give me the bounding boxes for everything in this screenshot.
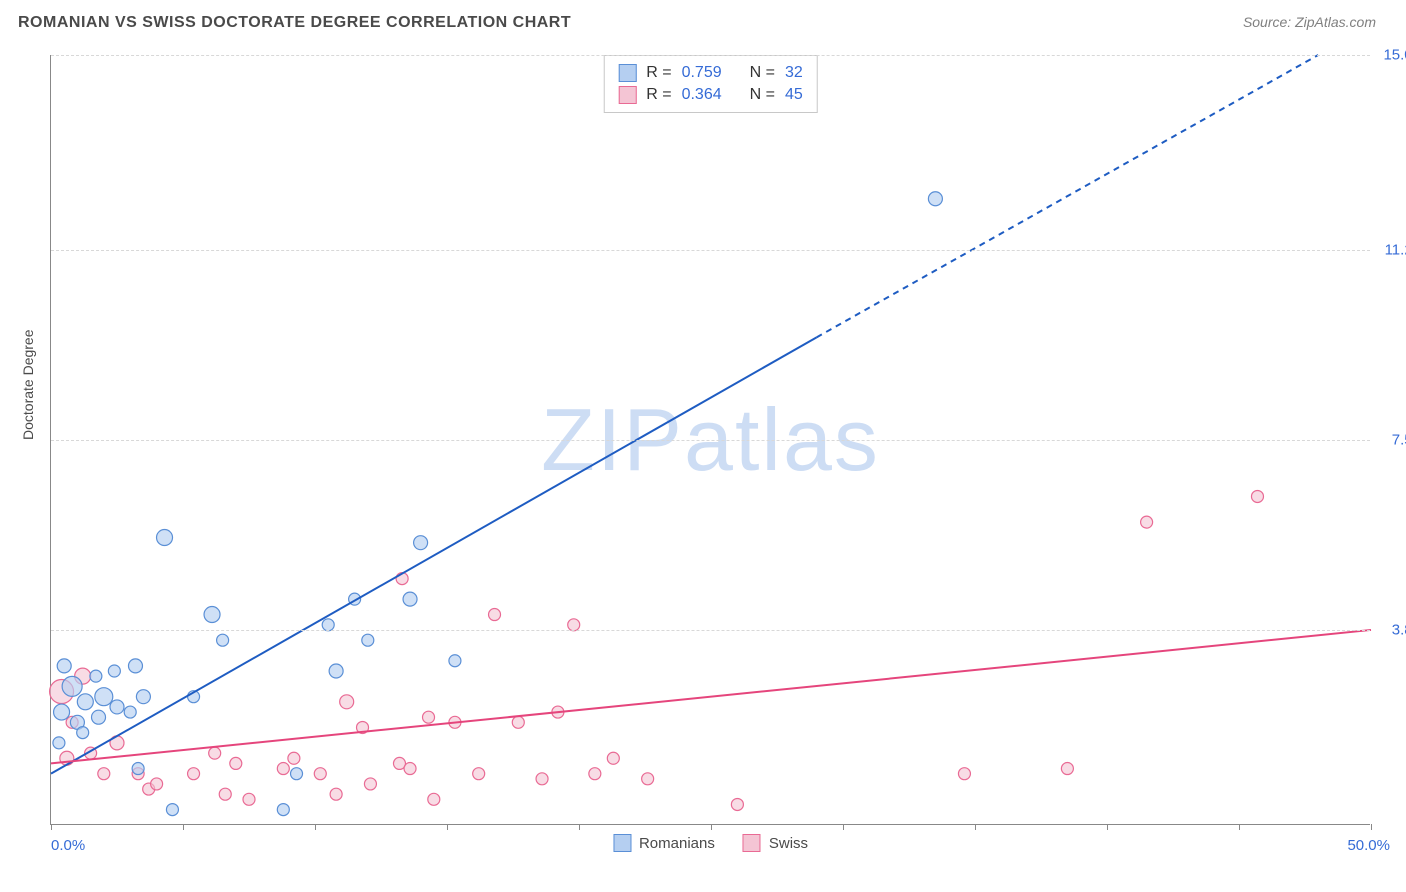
grid-line xyxy=(51,55,1370,56)
stats-n-value-0: 32 xyxy=(785,64,803,82)
grid-line xyxy=(51,440,1370,441)
y-axis-title: Doctorate Degree xyxy=(20,329,36,440)
legend: Romanians Swiss xyxy=(613,834,808,852)
x-tick xyxy=(843,824,844,830)
x-axis-max-label: 50.0% xyxy=(1347,837,1390,854)
x-tick xyxy=(711,824,712,830)
stats-r-label-1: R = xyxy=(646,86,671,104)
x-tick xyxy=(183,824,184,830)
stats-row-0: R = 0.759 N = 32 xyxy=(618,62,803,84)
legend-item-romanians: Romanians xyxy=(613,834,715,852)
stats-n-label-0: N = xyxy=(750,64,775,82)
x-tick xyxy=(51,824,52,830)
stats-r-value-1: 0.364 xyxy=(682,86,722,104)
stats-swatch-romanians xyxy=(618,64,636,82)
stats-r-value-0: 0.759 xyxy=(682,64,722,82)
grid-line xyxy=(51,250,1370,251)
legend-item-swiss: Swiss xyxy=(743,834,808,852)
legend-swatch-swiss xyxy=(743,834,761,852)
stats-n-value-1: 45 xyxy=(785,86,803,104)
chart-title: ROMANIAN VS SWISS DOCTORATE DEGREE CORRE… xyxy=(18,14,571,32)
stats-box: R = 0.759 N = 32 R = 0.364 N = 45 xyxy=(603,55,818,113)
chart-source: Source: ZipAtlas.com xyxy=(1243,14,1376,30)
x-tick xyxy=(1371,824,1372,830)
x-tick xyxy=(1107,824,1108,830)
grid-line xyxy=(51,630,1370,631)
legend-label-swiss: Swiss xyxy=(769,835,808,852)
x-tick xyxy=(447,824,448,830)
x-axis-min-label: 0.0% xyxy=(51,837,85,854)
y-tick-label: 7.5% xyxy=(1392,432,1406,449)
y-tick-label: 3.8% xyxy=(1392,621,1406,638)
stats-row-1: R = 0.364 N = 45 xyxy=(618,84,803,106)
y-tick-label: 15.0% xyxy=(1383,47,1406,64)
stats-n-label-1: N = xyxy=(750,86,775,104)
stats-r-label-0: R = xyxy=(646,64,671,82)
legend-swatch-romanians xyxy=(613,834,631,852)
y-tick-label: 11.2% xyxy=(1385,242,1406,259)
x-tick xyxy=(315,824,316,830)
x-tick xyxy=(579,824,580,830)
x-tick xyxy=(1239,824,1240,830)
chart-header: ROMANIAN VS SWISS DOCTORATE DEGREE CORRE… xyxy=(0,0,1406,38)
legend-label-romanians: Romanians xyxy=(639,835,715,852)
x-tick xyxy=(975,824,976,830)
plot-area: ZIPatlas R = 0.759 N = 32 R = 0.364 N = … xyxy=(50,55,1370,825)
stats-swatch-swiss xyxy=(618,86,636,104)
